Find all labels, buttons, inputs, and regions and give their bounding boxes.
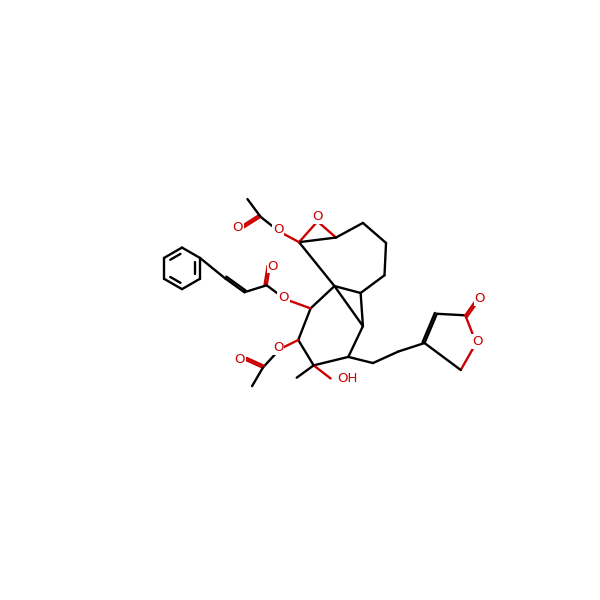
Text: O: O	[232, 221, 242, 234]
Text: O: O	[273, 341, 283, 354]
Text: O: O	[235, 353, 245, 367]
Text: O: O	[475, 292, 485, 305]
Text: OH: OH	[337, 372, 357, 385]
Text: O: O	[273, 223, 283, 236]
Text: O: O	[312, 210, 323, 223]
Text: O: O	[278, 291, 289, 304]
Text: O: O	[472, 335, 483, 348]
Text: O: O	[268, 260, 278, 272]
